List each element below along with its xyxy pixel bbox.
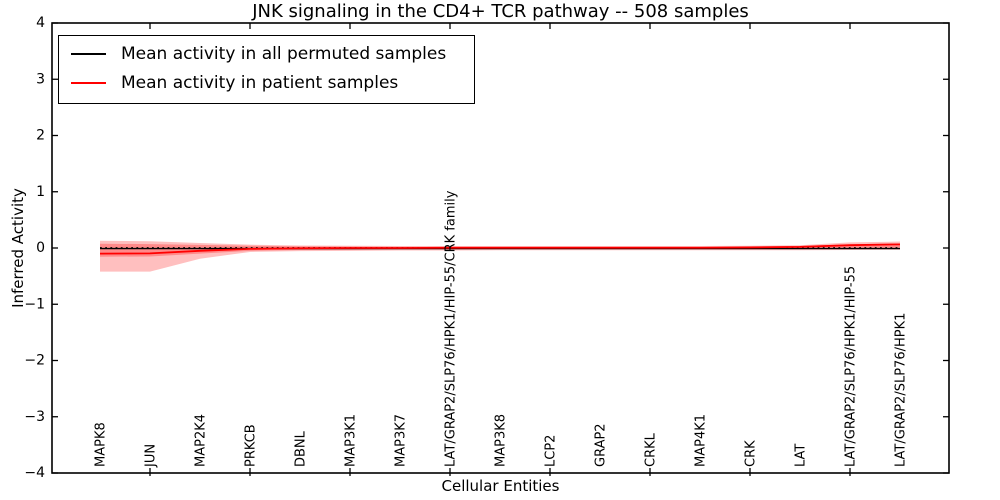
svg-text:MAPK8: MAPK8 — [94, 422, 109, 467]
legend-item-patient: Mean activity in patient samples — [71, 71, 446, 95]
svg-text:LAT: LAT — [794, 444, 809, 467]
svg-text:4: 4 — [36, 15, 45, 31]
legend-label-patient: Mean activity in patient samples — [121, 73, 399, 93]
svg-text:MAP4K1: MAP4K1 — [694, 414, 709, 467]
svg-text:CRK: CRK — [744, 440, 759, 467]
chart-title: JNK signaling in the CD4+ TCR pathway --… — [252, 1, 749, 22]
svg-text:LAT/GRAP2/SLP76/HPK1: LAT/GRAP2/SLP76/HPK1 — [894, 313, 909, 467]
svg-text:DBNL: DBNL — [294, 430, 309, 467]
y-axis-label: Inferred Activity — [9, 188, 27, 308]
svg-text:JUN: JUN — [144, 444, 159, 468]
x-ticks — [149, 23, 851, 476]
svg-text:3: 3 — [36, 71, 45, 87]
svg-text:GRAP2: GRAP2 — [594, 423, 609, 467]
svg-text:MAP3K8: MAP3K8 — [494, 414, 509, 467]
legend: Mean activity in all permuted samples Me… — [58, 35, 476, 104]
svg-text:MAP3K7: MAP3K7 — [394, 414, 409, 467]
svg-text:LAT/GRAP2/SLP76/HPK1/HIP-55: LAT/GRAP2/SLP76/HPK1/HIP-55 — [844, 266, 859, 467]
y-tick-labels: 4 3 2 1 0 −1 −2 −3 −4 — [24, 15, 45, 481]
svg-text:−1: −1 — [24, 296, 45, 312]
svg-text:−3: −3 — [24, 409, 45, 425]
svg-text:MAP2K4: MAP2K4 — [194, 414, 209, 467]
svg-text:CRKL: CRKL — [644, 432, 659, 467]
svg-text:PRKCB: PRKCB — [244, 424, 259, 467]
legend-line-patient-icon — [71, 82, 106, 84]
svg-text:LAT/GRAP2/SLP76/HPK1/HIP-55/CR: LAT/GRAP2/SLP76/HPK1/HIP-55/CRK family — [444, 190, 459, 467]
svg-text:MAP3K1: MAP3K1 — [344, 414, 359, 467]
legend-item-permuted: Mean activity in all permuted samples — [71, 42, 446, 66]
svg-text:LCP2: LCP2 — [544, 435, 559, 467]
legend-label-permuted: Mean activity in all permuted samples — [121, 44, 447, 64]
svg-text:1: 1 — [36, 184, 45, 200]
legend-line-permuted-icon — [71, 53, 106, 55]
svg-text:−2: −2 — [24, 353, 45, 369]
svg-text:−4: −4 — [24, 465, 45, 481]
x-tick-labels: MAPK8 JUN MAP2K4 PRKCB DBNL MAP3K1 MAP3K7 LAT/G… — [94, 190, 909, 468]
svg-text:0: 0 — [36, 240, 45, 256]
y-ticks — [52, 22, 949, 474]
svg-text:2: 2 — [36, 128, 45, 144]
patient-mean-line — [99, 243, 901, 255]
x-axis-label: Cellular Entities — [441, 477, 560, 495]
confidence-band-patient-std-inner — [100, 243, 900, 257]
